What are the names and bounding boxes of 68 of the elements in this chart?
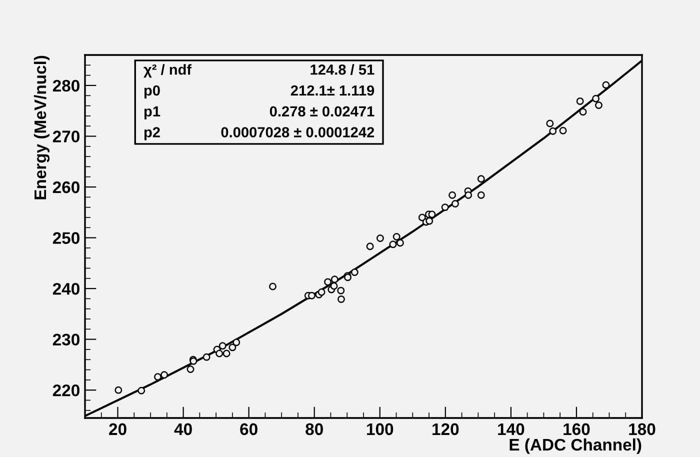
point — [216, 350, 224, 358]
point — [441, 204, 449, 212]
point — [426, 217, 434, 225]
annotation: 0.278 ± 0.02471 — [270, 106, 374, 117]
point — [376, 234, 384, 242]
point — [337, 286, 345, 294]
point — [366, 242, 374, 250]
annotation: p1 — [144, 106, 160, 120]
point — [576, 97, 584, 105]
point — [464, 191, 472, 199]
point — [330, 282, 338, 290]
point — [330, 276, 338, 284]
x-tick-label: 20 — [109, 423, 126, 436]
point — [477, 175, 485, 183]
annotation: p0 — [144, 85, 160, 99]
point — [579, 108, 587, 116]
point — [222, 350, 230, 358]
x-tick-label: 120 — [432, 423, 459, 436]
point — [602, 81, 610, 89]
annotation: χ² / ndf — [144, 64, 192, 78]
point — [477, 191, 485, 199]
point — [448, 191, 456, 199]
y-tick-label: 280 — [52, 80, 80, 92]
point — [546, 120, 554, 128]
point — [392, 233, 400, 240]
y-tick-label: 230 — [52, 334, 80, 346]
point — [324, 278, 332, 286]
point — [559, 126, 567, 134]
point — [350, 268, 358, 276]
point — [269, 282, 276, 290]
y-tick-label: 270 — [52, 130, 80, 142]
x-tick-label: 140 — [498, 423, 524, 436]
x-axis-title: E (ADC Channel) — [510, 438, 642, 454]
point — [308, 292, 316, 300]
x-tick-label: 160 — [564, 423, 590, 436]
point — [396, 239, 404, 247]
x-tick-label: 40 — [174, 423, 192, 436]
x-tick-label: 100 — [367, 423, 394, 436]
point — [160, 371, 168, 379]
point — [428, 210, 436, 218]
point — [592, 94, 600, 102]
point — [595, 102, 602, 109]
point — [549, 127, 557, 135]
point — [228, 344, 236, 352]
point — [389, 240, 397, 248]
point — [418, 214, 426, 222]
y-axis-title: Energy (MeV/nucl) — [34, 56, 50, 200]
y-tick-label: 240 — [52, 282, 80, 295]
annotation: 0.0007028 ± 0.0001242 — [221, 127, 374, 138]
x-tick-label: 180 — [629, 423, 656, 436]
x-tick-label: 60 — [240, 423, 258, 436]
point — [114, 386, 122, 394]
point — [202, 353, 210, 361]
annotation: 124.8 / 51 — [310, 64, 374, 75]
point — [138, 386, 146, 394]
point — [452, 200, 459, 208]
annotation: p2 — [144, 127, 160, 140]
point — [337, 295, 345, 303]
point — [154, 373, 162, 381]
annotation: 212.1± 1.119 — [290, 85, 374, 96]
x-tick-label: 80 — [306, 423, 323, 436]
y-tick-label: 250 — [52, 232, 80, 244]
point — [318, 288, 326, 296]
point — [186, 366, 194, 373]
point — [232, 338, 240, 346]
y-tick-label: 220 — [52, 384, 80, 396]
y-tick-label: 260 — [52, 181, 80, 194]
point — [218, 342, 226, 350]
